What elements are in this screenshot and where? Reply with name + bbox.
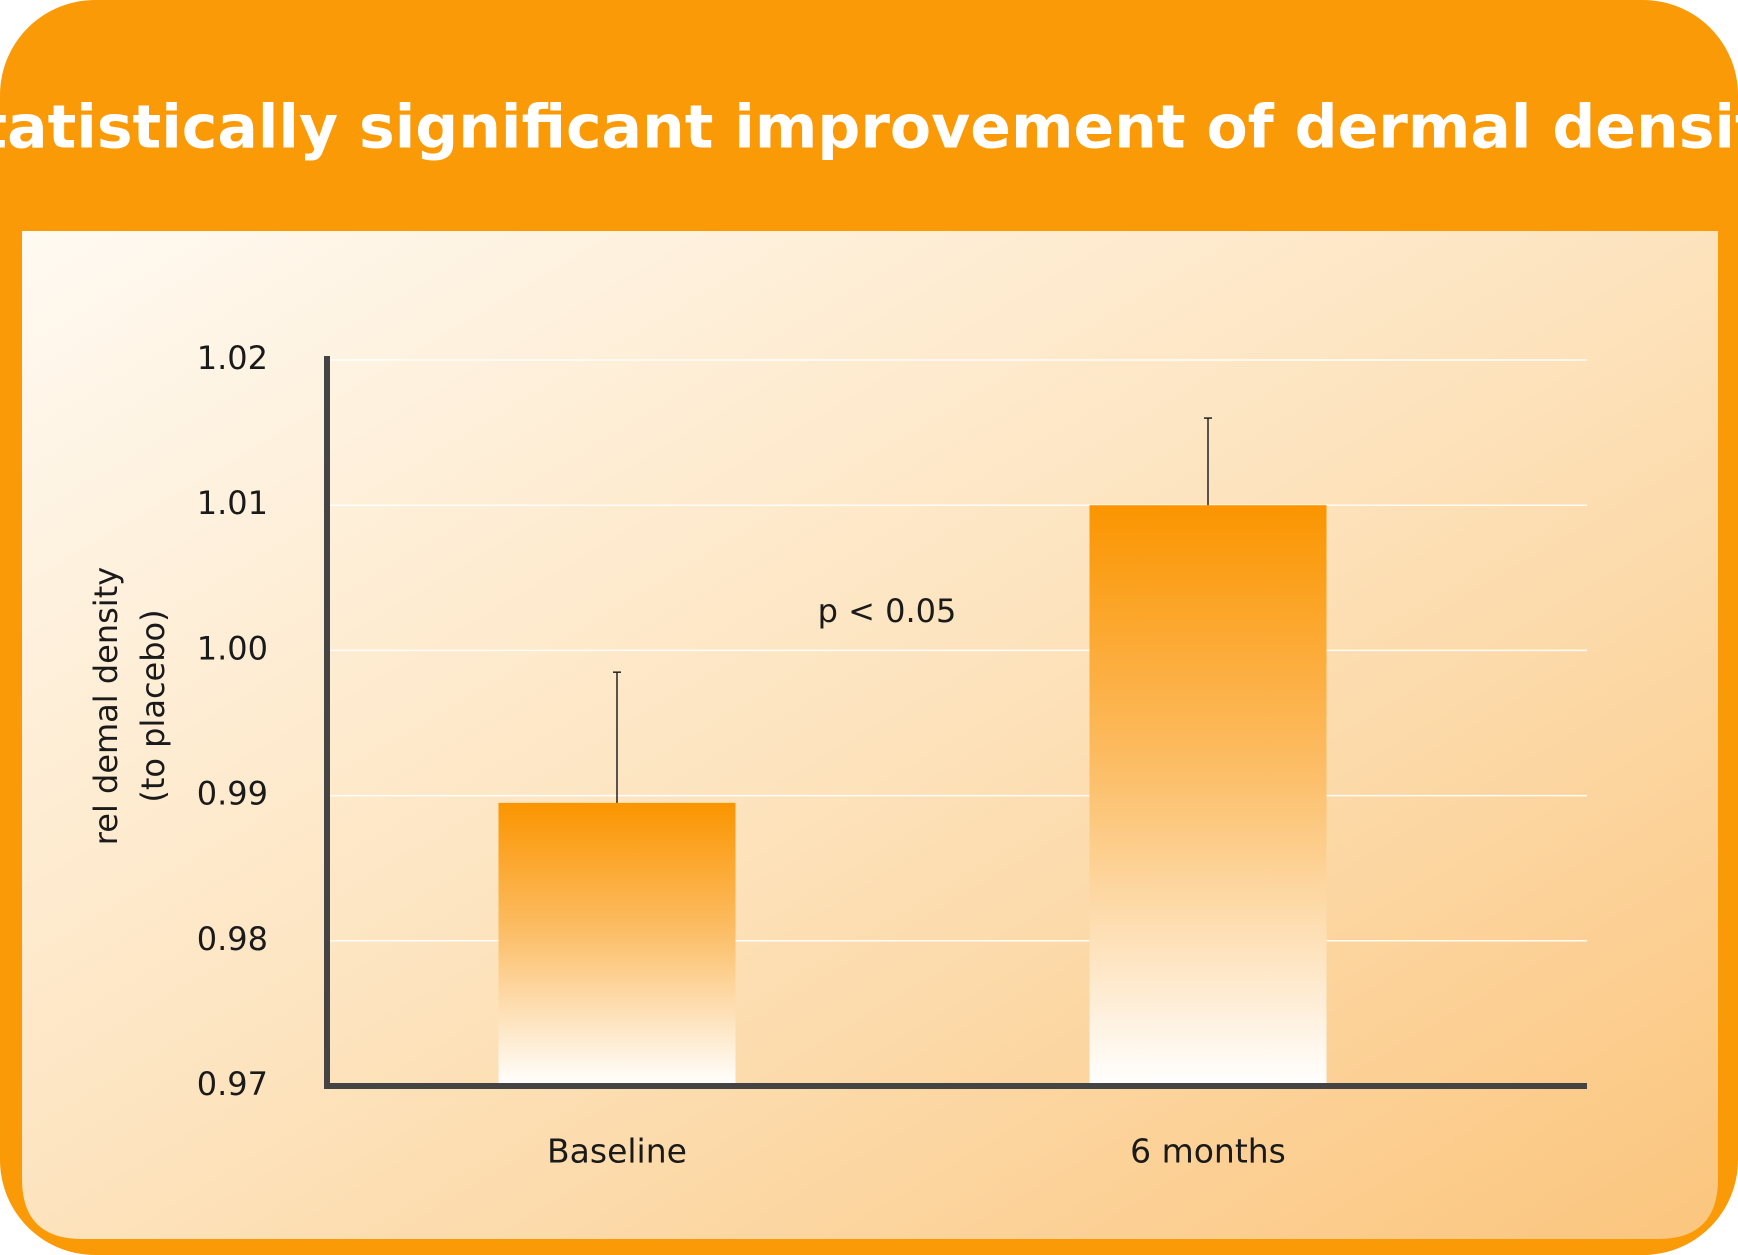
y-tick-label: 1.02	[197, 339, 268, 377]
annotation: p < 0.05	[818, 592, 957, 630]
y-tick-label: 1.01	[197, 484, 268, 522]
chart-title: Statistically significant improvement of…	[0, 93, 1738, 163]
y-axis-label: (to placebo)	[134, 609, 172, 802]
y-tick-label: 1.00	[197, 629, 268, 667]
axis-line	[324, 356, 1587, 1089]
y-tick-label: 0.99	[197, 775, 268, 813]
bar	[498, 802, 736, 1086]
bar	[1089, 505, 1327, 1086]
y-tick-label: 0.97	[197, 1065, 268, 1103]
x-tick-label: Baseline	[547, 1132, 687, 1171]
y-axis-label: rel demal density	[87, 567, 125, 845]
x-tick-label: 6 months	[1130, 1132, 1286, 1171]
y-tick-label: 0.98	[197, 920, 268, 958]
